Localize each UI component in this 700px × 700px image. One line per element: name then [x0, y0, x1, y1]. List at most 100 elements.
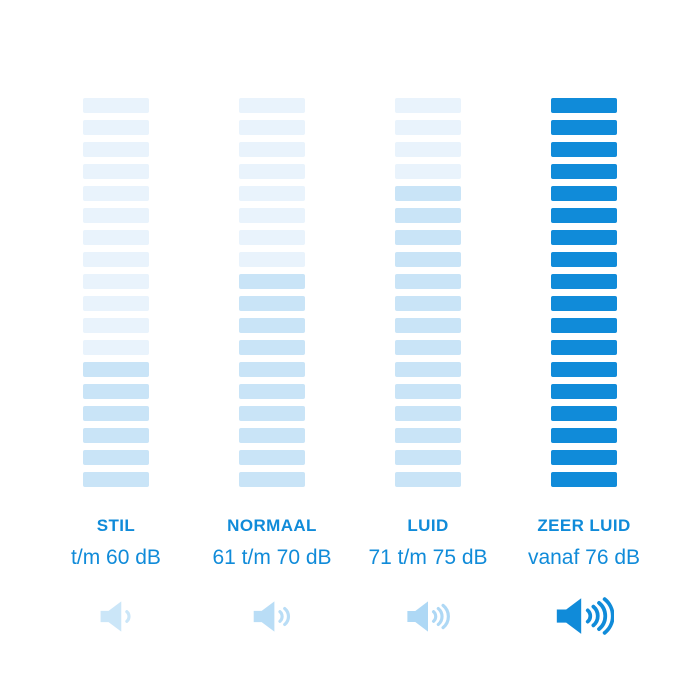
level-bar [551, 296, 617, 311]
level-bar [83, 186, 149, 201]
level-bar [83, 406, 149, 421]
level-bar [239, 318, 305, 333]
level-bar [83, 142, 149, 157]
level-bar [395, 318, 461, 333]
level-bar [83, 252, 149, 267]
level-range: vanaf 76 dB [527, 546, 641, 569]
level-bar [395, 406, 461, 421]
sound-level-column: NORMAAL 61 t/m 70 dB [194, 98, 350, 639]
sound-level-column: ZEER LUID vanaf 76 dB [506, 98, 662, 639]
sound-wave-arc [124, 609, 131, 623]
level-bar [239, 384, 305, 399]
level-bar [551, 318, 617, 333]
sound-wave-arc [441, 603, 450, 629]
level-bar [83, 318, 149, 333]
level-bar [239, 406, 305, 421]
level-bar [239, 450, 305, 465]
level-bar [83, 296, 149, 311]
level-bar [239, 274, 305, 289]
level-bar [395, 450, 461, 465]
level-bar [395, 340, 461, 355]
level-bar [239, 164, 305, 179]
level-bar [551, 472, 617, 487]
sound-wave-arc [602, 597, 614, 635]
speaker-3-waves-icon [405, 593, 451, 639]
speaker-body [253, 600, 275, 632]
level-bar [395, 98, 461, 113]
level-bar [83, 208, 149, 223]
level-range: 61 t/m 70 dB [212, 546, 332, 569]
level-bar [551, 186, 617, 201]
speaker-1-wave-icon [98, 593, 135, 639]
speaker-body [556, 598, 582, 634]
speaker-body [100, 600, 121, 632]
level-bar [239, 208, 305, 223]
level-bar [239, 252, 305, 267]
level-bar [551, 384, 617, 399]
level-bar [551, 340, 617, 355]
level-bar [551, 230, 617, 245]
level-label: NORMAAL [227, 516, 317, 535]
level-bar [395, 208, 461, 223]
level-bar [83, 472, 149, 487]
level-bar [83, 98, 149, 113]
speaker-2-waves-icon [251, 593, 293, 639]
level-bar [395, 296, 461, 311]
level-bar [551, 98, 617, 113]
sound-wave-arc [431, 609, 438, 623]
level-label: ZEER LUID [537, 516, 631, 535]
level-bar [551, 142, 617, 157]
bar-stack [551, 98, 617, 487]
level-bar [395, 384, 461, 399]
level-bar [395, 142, 461, 157]
level-bar [239, 120, 305, 135]
level-bar [551, 252, 617, 267]
sound-wave-arc [597, 601, 608, 631]
sound-wave-arc [436, 606, 444, 626]
level-bar [83, 428, 149, 443]
bar-stack [83, 98, 149, 487]
level-bar [239, 186, 305, 201]
level-bar [83, 362, 149, 377]
level-bar [551, 164, 617, 179]
level-bar [551, 362, 617, 377]
speaker-4-waves-icon [554, 593, 614, 639]
level-bar [395, 252, 461, 267]
level-bar [83, 120, 149, 135]
sound-wave-arc [283, 606, 290, 626]
level-bar [239, 98, 305, 113]
level-bar [395, 230, 461, 245]
level-bar [239, 142, 305, 157]
level-range: t/m 60 dB [71, 546, 161, 569]
speaker-body [407, 600, 428, 632]
level-bar [239, 472, 305, 487]
sound-wave-arc [591, 604, 600, 628]
level-bar [395, 274, 461, 289]
columns: STIL t/m 60 dB NORMAAL 61 t/m 70 dB LUID… [38, 98, 662, 639]
bar-stack [395, 98, 461, 487]
level-bar [83, 164, 149, 179]
level-bar [83, 450, 149, 465]
level-bar [83, 384, 149, 399]
level-bar [551, 120, 617, 135]
level-range: 71 t/m 75 dB [368, 546, 488, 569]
level-bar [239, 296, 305, 311]
sound-level-column: LUID 71 t/m 75 dB [350, 98, 506, 639]
level-bar [239, 340, 305, 355]
level-bar [551, 406, 617, 421]
sound-wave-arc [278, 609, 284, 623]
level-bar [395, 164, 461, 179]
level-bar [239, 428, 305, 443]
level-bar [239, 362, 305, 377]
level-bar [551, 208, 617, 223]
level-bar [395, 472, 461, 487]
sound-wave-arc [585, 608, 593, 624]
level-bar [395, 362, 461, 377]
level-bar [551, 428, 617, 443]
level-bar [395, 120, 461, 135]
level-bar [83, 340, 149, 355]
level-bar [83, 230, 149, 245]
level-label: LUID [407, 516, 449, 535]
level-bar [395, 186, 461, 201]
